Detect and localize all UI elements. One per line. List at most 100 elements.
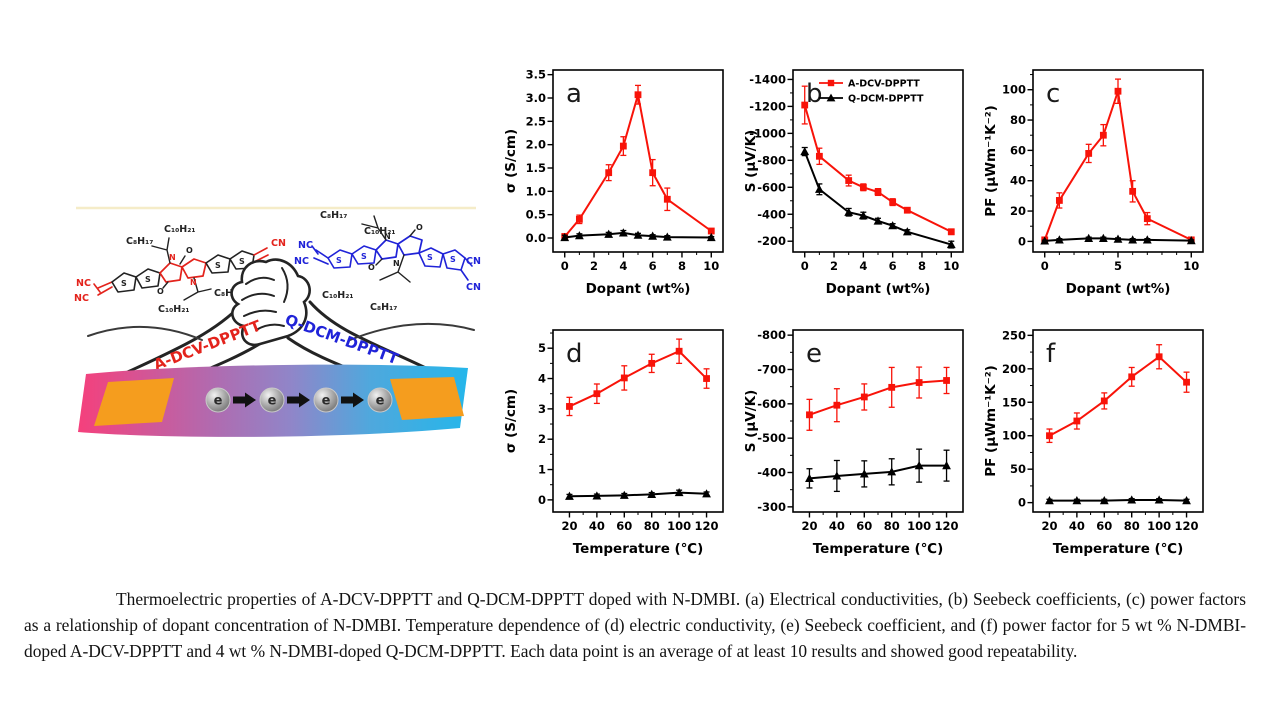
- electron-symbol: e: [268, 394, 277, 409]
- y-tick-label: 0: [1018, 496, 1026, 510]
- plot-frame: [1032, 329, 1204, 513]
- electrode-left: [94, 378, 174, 426]
- data-point: [593, 390, 601, 398]
- data-point: [702, 489, 711, 498]
- y-tick-label: -500: [757, 431, 786, 445]
- alkyl-label: C₈H₁₇: [214, 288, 241, 299]
- data-point: [566, 403, 573, 410]
- x-tick-label: 10: [703, 259, 719, 273]
- x-tick-label: 60: [616, 519, 632, 533]
- data-point: [859, 183, 867, 191]
- data-point: [1040, 236, 1050, 245]
- n-atom: N: [384, 232, 391, 241]
- y-tick-label: 2: [538, 432, 546, 446]
- x-tick-label: 40: [829, 519, 845, 533]
- series-A-DCV-DPPTT: [561, 84, 715, 241]
- data-point: [633, 230, 643, 239]
- data-point: [620, 374, 628, 382]
- nc-label: NC: [298, 240, 313, 251]
- y-tick-label: -1000: [749, 126, 786, 140]
- data-point: [887, 467, 897, 476]
- y-tick-label: -300: [757, 500, 786, 514]
- x-tick-label: 80: [644, 519, 660, 533]
- data-point: [703, 375, 710, 382]
- n-atom: N: [393, 259, 400, 268]
- x-tick-label: 120: [695, 519, 719, 533]
- y-tick-label: 4: [538, 372, 546, 386]
- y-tick-label: 1.0: [526, 184, 546, 198]
- y-axis-title: σ (S/cm): [503, 129, 519, 193]
- x-tick-label: 80: [884, 519, 900, 533]
- data-point: [801, 101, 809, 109]
- data-point: [1154, 495, 1164, 504]
- data-point: [833, 401, 841, 409]
- data-point: [943, 377, 950, 384]
- series-A-DCV-DPPTT: [566, 338, 710, 417]
- data-point: [888, 221, 898, 230]
- data-point: [1046, 432, 1053, 440]
- series-Q-DCM-DPPTT: [565, 487, 711, 500]
- n-atom: N: [169, 253, 176, 262]
- panel-label: f: [1046, 339, 1056, 369]
- y-axis-title: PF (μWm⁻¹K⁻²): [983, 105, 999, 217]
- s-atom: S: [336, 256, 342, 265]
- x-tick-label: 4: [619, 259, 627, 273]
- nc-label: NC: [294, 256, 309, 267]
- arrow-right-icon: [233, 392, 256, 408]
- data-point: [915, 379, 923, 386]
- alkyl-label: C₁₀H₂₁: [322, 290, 354, 301]
- data-point: [873, 216, 883, 225]
- data-point: [618, 228, 628, 237]
- x-tick-label: 0: [561, 259, 569, 273]
- data-point: [663, 195, 671, 203]
- y-tick-label: 0.5: [526, 208, 546, 222]
- y-tick-label: -1400: [749, 72, 786, 86]
- y-tick-label: 100: [1002, 429, 1026, 443]
- x-tick-label: 100: [1147, 519, 1171, 533]
- y-tick-label: 2.0: [526, 138, 546, 152]
- data-point: [1073, 417, 1081, 425]
- y-axis-title: S (μV/K): [743, 390, 759, 453]
- data-point: [888, 383, 896, 391]
- alkyl-label: C₈H₁₇: [126, 236, 153, 247]
- alkyl-label: C₈H₁₇: [320, 210, 347, 221]
- data-point: [1114, 87, 1122, 95]
- x-tick-label: 8: [918, 259, 926, 273]
- data-point: [1128, 235, 1138, 244]
- data-point: [560, 232, 570, 242]
- charts-grid: 0 2 4 6 8 10 0.0 0.5 1.0 1.5 2.0 2.5 3.0 3.5 Dopant (w…: [503, 56, 1211, 568]
- n-atom: N: [190, 278, 197, 287]
- x-tick-label: 60: [1096, 519, 1112, 533]
- y-tick-label: 1.5: [526, 161, 546, 175]
- x-tick-label: 2: [830, 259, 838, 273]
- data-point: [619, 142, 627, 150]
- y-tick-label: 50: [1010, 462, 1026, 476]
- data-point: [1155, 353, 1163, 361]
- data-point: [648, 231, 658, 240]
- panel-label: c: [1046, 79, 1060, 109]
- series-A-DCV-DPPTT: [806, 366, 950, 431]
- data-point: [1100, 397, 1108, 405]
- x-tick-label: 100: [907, 519, 931, 533]
- data-point: [575, 215, 583, 223]
- data-point: [1045, 496, 1054, 505]
- cn-label: CN: [271, 238, 286, 249]
- data-point: [806, 411, 813, 419]
- x-tick-label: 40: [1069, 519, 1085, 533]
- data-point: [889, 198, 897, 206]
- chart-panel-f: 20 40 60 80 100 120 0 50 100 150 200 250 Temperature…: [983, 328, 1204, 557]
- s-atom: S: [121, 279, 127, 288]
- data-point: [1129, 187, 1137, 195]
- x-axis-title: Dopant (wt%): [1066, 281, 1171, 297]
- data-point: [800, 146, 810, 156]
- data-point: [1099, 496, 1109, 505]
- data-point: [903, 206, 911, 214]
- y-tick-label: 3.0: [526, 91, 546, 105]
- thermoelectric-film: e e e e: [78, 364, 468, 437]
- data-point: [947, 228, 955, 236]
- s-atom: S: [145, 275, 151, 284]
- electron-symbol: e: [322, 394, 331, 409]
- y-tick-label: -200: [757, 234, 786, 248]
- y-tick-label: -800: [757, 328, 786, 342]
- y-tick-label: -400: [757, 466, 786, 480]
